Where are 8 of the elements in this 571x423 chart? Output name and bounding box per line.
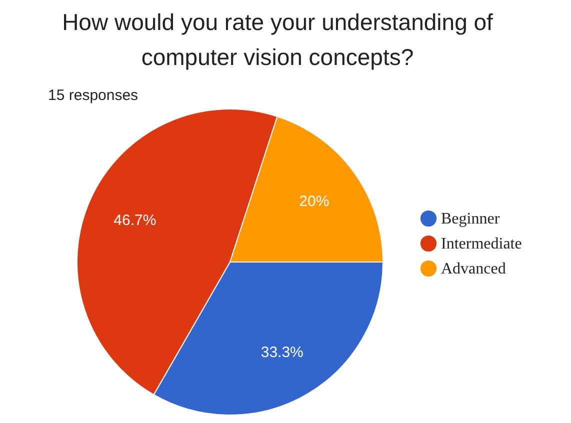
chart-subtitle: 15 responses (48, 87, 138, 104)
data-label: 20% (299, 192, 330, 210)
data-label: 46.7% (114, 212, 156, 229)
legend-label: Intermediate (441, 236, 522, 252)
legend-label: Advanced (441, 260, 506, 278)
chart-title: How would you rate your understanding of computer vision concepts? (62, 9, 494, 70)
legend-label: Beginner (441, 210, 500, 228)
data-label: 33.3% (260, 344, 304, 362)
